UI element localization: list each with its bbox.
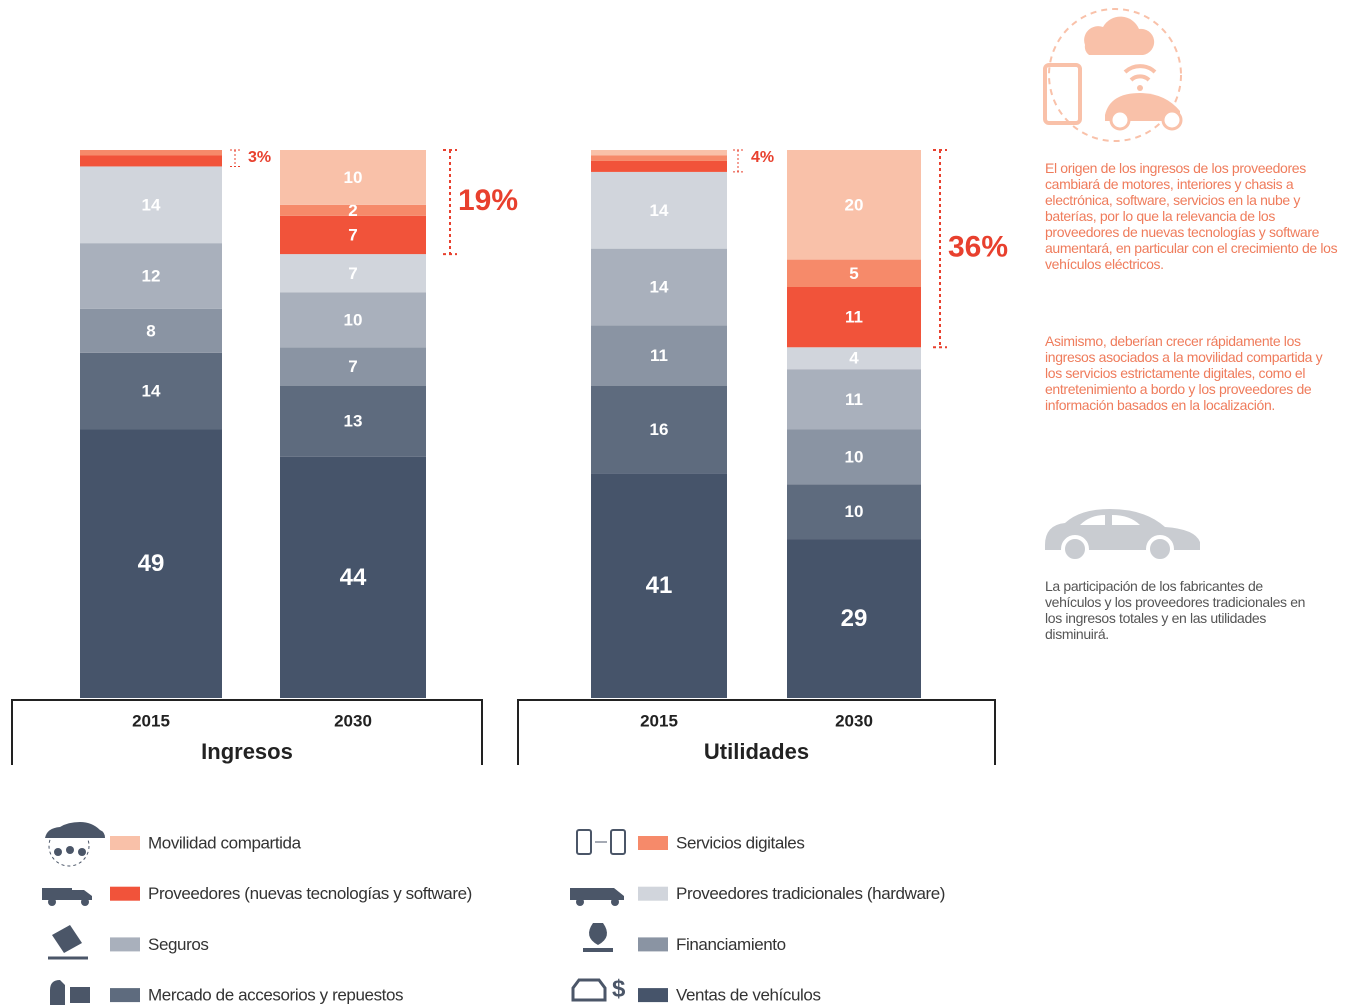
value-label: 7: [348, 264, 357, 283]
value-label: 14: [650, 277, 669, 296]
value-label: 49: [138, 550, 165, 577]
bar-segment: [280, 150, 426, 205]
legend-swatch: [638, 836, 668, 850]
bar-segment: [787, 347, 921, 370]
value-label: 8: [146, 321, 155, 340]
legend-label: Financiamiento: [676, 935, 786, 954]
bar-segment: [787, 539, 921, 698]
legend-swatch: [110, 836, 140, 850]
value-label: 10: [344, 310, 363, 329]
value-label: 14: [650, 201, 669, 220]
bracket: [733, 149, 743, 173]
value-label: 4: [849, 349, 859, 368]
legend-label: Movilidad compartida: [148, 833, 302, 852]
legend-label: Proveedores tradicionales (hardware): [676, 884, 945, 903]
x-tick-label: 2030: [835, 711, 873, 730]
bar-segment: [787, 259, 921, 287]
bar-segment: [591, 473, 727, 698]
value-label: 7: [348, 225, 357, 244]
legend-swatch: [110, 988, 140, 1003]
legend-icons: $: [42, 822, 626, 1005]
bar-segment: [280, 292, 426, 348]
value-label: 10: [344, 168, 363, 187]
bar-segment: [280, 385, 426, 457]
bracket-label: 36%: [948, 231, 1008, 264]
bar-segment: [787, 150, 921, 260]
car-icon: [1045, 509, 1200, 563]
value-label: 41: [646, 572, 673, 599]
value-label: 13: [344, 412, 363, 431]
value-label: 11: [845, 390, 863, 409]
legend-label: Ventas de vehículos: [676, 986, 821, 1005]
value-label: 2: [348, 201, 357, 220]
bracket-label: 3%: [248, 149, 271, 166]
x-tick-label: 2015: [640, 711, 678, 730]
value-label: 14: [142, 195, 161, 214]
value-label: 11: [650, 346, 668, 365]
value-label: 20: [845, 195, 864, 214]
bar-segment: [80, 352, 222, 430]
value-label: 14: [142, 382, 161, 401]
connected-icon: [1043, 8, 1183, 142]
bar-segment: [591, 171, 727, 249]
bar-segment: [787, 369, 921, 430]
bar-segment: [787, 287, 921, 348]
bar-segment: [80, 308, 222, 353]
x-tick-label: 2030: [334, 711, 372, 730]
value-label: 7: [348, 357, 357, 376]
bar-segment: [591, 150, 727, 156]
bar-segment: [591, 248, 727, 326]
bar-segment: [591, 155, 727, 161]
value-label: 16: [650, 420, 669, 439]
legend-swatch: [110, 937, 140, 952]
bar-segment: [280, 347, 426, 386]
bracket: [933, 149, 947, 349]
bar-segment: [80, 243, 222, 309]
x-tick-label: 2015: [132, 711, 170, 730]
value-label: 5: [849, 264, 858, 283]
bracket-label: 19%: [458, 184, 518, 217]
legend-swatch: [638, 937, 668, 952]
legend-label: Servicios digitales: [676, 833, 804, 852]
value-label: 11: [845, 308, 863, 327]
x-axis-title: Ingresos: [201, 739, 293, 764]
bar-segment: [80, 429, 222, 698]
note: El origen de los ingresos de los proveed…: [1045, 160, 1338, 272]
legend-label: Seguros: [148, 935, 209, 954]
legend-swatch: [638, 988, 668, 1003]
bracket: [443, 149, 457, 256]
legend-label: Proveedores (nuevas tecnologías y softwa…: [148, 884, 472, 903]
legend-label: Mercado de accesorios y repuestos: [148, 986, 403, 1005]
bar-segment: [787, 484, 921, 540]
value-label: 29: [841, 605, 868, 632]
bar-segment: [591, 160, 727, 172]
bar-segment: [80, 150, 222, 156]
legend-swatch: [110, 886, 140, 901]
bracket: [230, 149, 240, 167]
x-axis-title: Utilidades: [704, 739, 809, 764]
bar-segment: [591, 385, 727, 474]
legend-swatch: [638, 886, 668, 901]
bar-segment: [787, 429, 921, 485]
bracket-label: 4%: [751, 149, 774, 166]
note: La participación de los fabricantes de v…: [1045, 578, 1306, 642]
bar-segment: [280, 215, 426, 255]
bar-segment: [280, 204, 426, 216]
axis-frame: [11, 699, 483, 765]
bar-segment: [591, 325, 727, 386]
bar-segment: [80, 166, 222, 244]
axis-frame: [517, 699, 996, 765]
value-label: 12: [142, 267, 161, 286]
svg-text:$: $: [612, 975, 626, 1002]
note: Asimismo, deberían crecer rápidamente lo…: [1045, 333, 1323, 413]
bar-segment: [80, 155, 222, 167]
value-label: 10: [845, 447, 864, 466]
value-label: 10: [845, 502, 864, 521]
value-label: 44: [340, 564, 367, 591]
bar-segment: [280, 456, 426, 698]
bar-segment: [280, 254, 426, 293]
